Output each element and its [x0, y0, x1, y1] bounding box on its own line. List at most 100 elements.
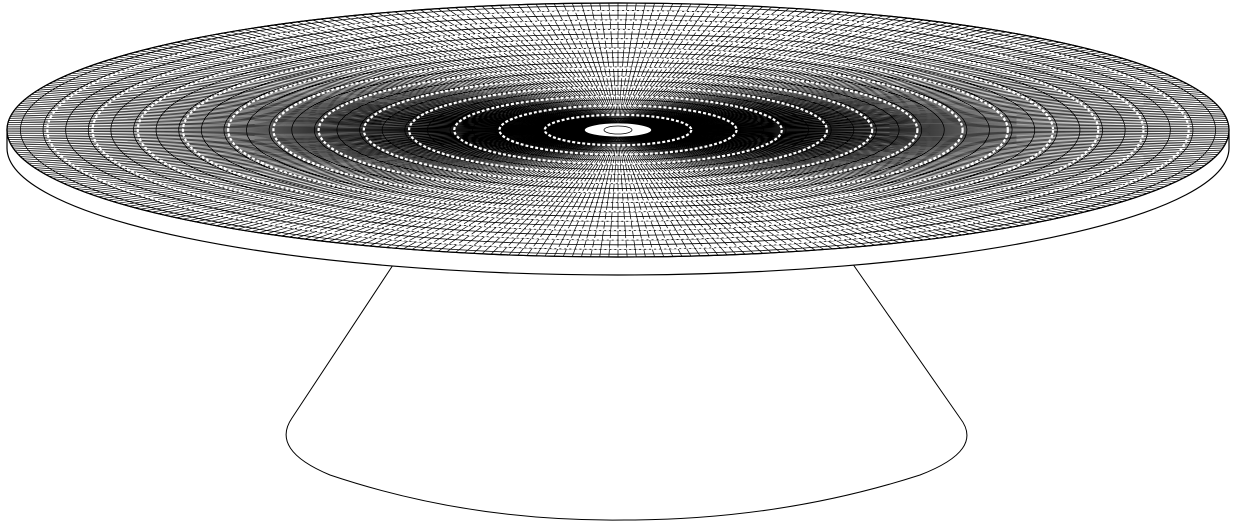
tile-joint: [7, 130, 585, 146]
tile-joint: [651, 130, 1229, 146]
tile-joint: [651, 130, 1229, 141]
tile-joint: [637, 23, 977, 125]
tile-joint: [103, 56, 591, 127]
ring-gap: [91, 19, 1145, 241]
tile-joint: [244, 135, 598, 234]
tile-joint: [82, 133, 590, 197]
tile-joint: [651, 129, 1229, 135]
tile-joint: [7, 112, 585, 130]
tile-joint: [620, 3, 675, 124]
tile-joint: [638, 135, 992, 234]
tile-joint: [649, 89, 1211, 129]
tile-joint: [154, 42, 594, 126]
tile-row: [562, 118, 674, 142]
tile-joint: [7, 129, 585, 135]
tile-joint: [28, 131, 587, 173]
tile-joint: [28, 87, 587, 129]
tile-joint: [78, 133, 589, 196]
tile-joint: [645, 56, 1133, 127]
tile-joint: [599, 136, 618, 257]
tile-joint: [649, 85, 1205, 128]
tile-row: [155, 33, 1081, 227]
tile-joint: [148, 44, 593, 126]
tile-joint: [620, 136, 665, 257]
ring-gap: [272, 57, 964, 203]
tile-joint: [173, 134, 595, 222]
ring-gap: [46, 10, 1190, 250]
pedestal-base: [285, 259, 968, 521]
tile-joint: [648, 132, 1180, 187]
tile-joint: [651, 130, 1229, 152]
tile-row: [381, 80, 855, 180]
tile-row: [517, 108, 719, 152]
tile-row: [20, 5, 1216, 255]
tile-joint: [649, 80, 1195, 128]
tile-joint: [637, 135, 985, 236]
tile-joint: [214, 134, 597, 230]
tile-joint: [22, 91, 586, 129]
tile-joint: [644, 48, 1106, 126]
tile-row: [291, 61, 945, 199]
tile-joint: [222, 135, 597, 231]
ring-gap: [498, 104, 738, 156]
tile-joint: [552, 136, 615, 257]
tile-joint: [87, 61, 590, 127]
tile-joint: [7, 130, 585, 141]
tile-joint: [8, 102, 586, 129]
tile-joint: [644, 50, 1112, 127]
tile-row: [494, 104, 742, 156]
tile-joint: [621, 136, 684, 257]
tile-joint: [207, 32, 596, 126]
tile-joint: [641, 134, 1049, 224]
ring-gap: [227, 47, 1009, 213]
tile-joint: [7, 116, 585, 130]
tile-joint: [7, 131, 586, 156]
tile-joint: [618, 3, 628, 124]
tile-row: [110, 24, 1126, 236]
ring-gap: [543, 113, 693, 147]
tile-row: [178, 38, 1058, 222]
tile-joint: [646, 133, 1154, 197]
tile-joint: [34, 132, 587, 176]
tile-row: [426, 89, 810, 171]
tile-joint: [651, 123, 1229, 131]
ring-gap: [136, 29, 1100, 231]
tile-joint: [651, 118, 1229, 130]
tile-joint: [645, 53, 1123, 127]
tile-joint: [650, 131, 1229, 156]
tile-joint: [37, 82, 587, 128]
tile-joint: [648, 132, 1176, 189]
tile-joint: [266, 22, 600, 125]
tile-joint: [10, 131, 586, 160]
tile-joint: [648, 75, 1184, 128]
center-hub: [603, 125, 633, 135]
tile-row: [200, 42, 1036, 218]
ring-gap: [317, 66, 919, 194]
tile-joint: [69, 68, 589, 128]
tile-joint: [647, 66, 1163, 127]
tile-pattern: [7, 3, 1229, 257]
tile-joint: [580, 3, 617, 124]
tile-joint: [649, 131, 1211, 171]
tile-joint: [639, 135, 1014, 231]
tile-joint: [651, 108, 1229, 130]
tile-joint: [97, 58, 591, 127]
ring-gap: [181, 38, 1055, 222]
tile-joint: [236, 27, 598, 125]
tile-joint: [619, 3, 647, 124]
tile-joint: [639, 134, 1022, 230]
tile-joint: [642, 42, 1082, 126]
table-top-edge: [6, 2, 1230, 258]
tile-row: [336, 71, 900, 189]
tile-joint: [641, 134, 1056, 223]
tile-joint: [14, 131, 586, 163]
tile-row: [65, 14, 1171, 246]
tile-joint: [561, 3, 616, 124]
tile-joint: [87, 133, 590, 199]
tile-joint: [650, 95, 1219, 129]
tile-joint: [161, 41, 594, 126]
tile-joint: [648, 132, 1192, 182]
ring-gap: [407, 85, 829, 175]
tile-joint: [619, 136, 647, 257]
